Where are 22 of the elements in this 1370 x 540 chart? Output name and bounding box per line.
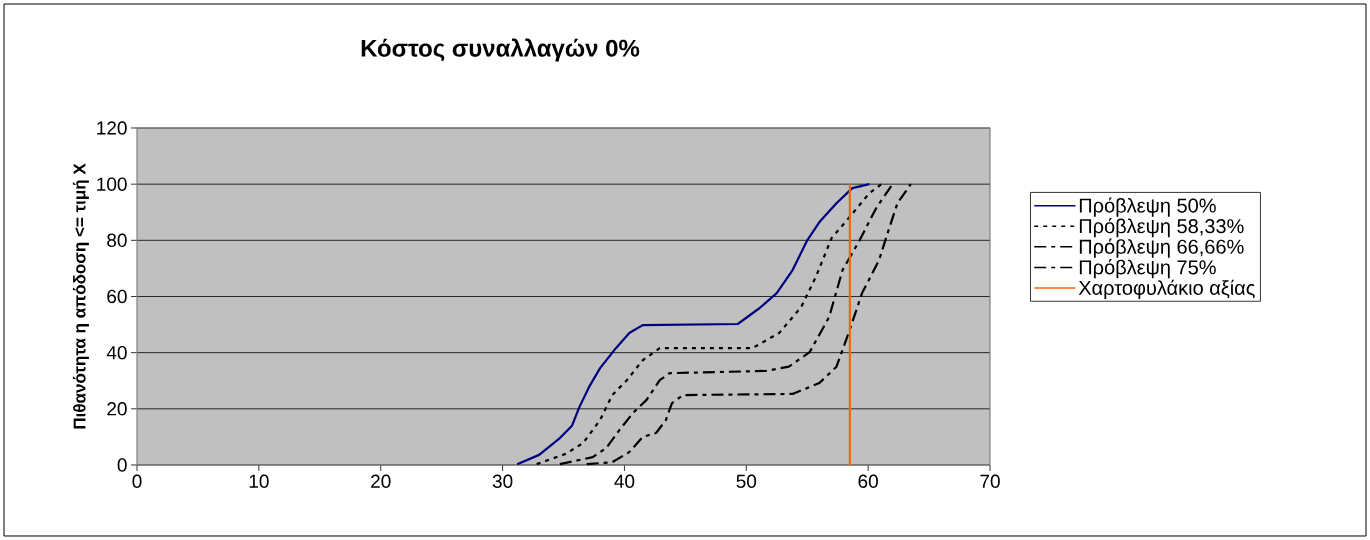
y-tick-label: 40: [106, 345, 127, 360]
legend-label: Πρόβλεψη 50%: [1079, 197, 1216, 217]
y-tick-label: 120: [97, 121, 127, 135]
x-tick-label: 0: [132, 474, 142, 488]
legend-label: Πρόβλεψη 58,33%: [1079, 217, 1244, 238]
legend-label: Πρόβλεψη 66,66%: [1079, 238, 1244, 258]
y-tick-label: 80: [107, 233, 127, 248]
x-tick-label: 60: [858, 474, 878, 488]
x-tick-label: 70: [980, 474, 1000, 488]
x-tick-label: 50: [736, 474, 757, 488]
x-tick-label: 30: [492, 474, 513, 488]
x-tick-label: 40: [614, 474, 635, 488]
y-tick-label: 60: [107, 289, 127, 304]
y-axis-title: Πιθανότητα η απόδοση <= τιμή Χ: [72, 163, 89, 429]
legend-label: Χαρτοφυλάκιο αξίας: [1078, 279, 1255, 299]
y-tick-label: 0: [117, 458, 127, 472]
chart-title: Κόστος συναλλαγών 0%: [361, 38, 640, 62]
legend-label: Πρόβλεψη 75%: [1079, 259, 1216, 279]
y-tick-label: 20: [107, 402, 127, 416]
y-tick-label: 100: [97, 177, 127, 191]
x-tick-label: 20: [371, 474, 391, 488]
x-tick-label: 10: [249, 474, 269, 488]
